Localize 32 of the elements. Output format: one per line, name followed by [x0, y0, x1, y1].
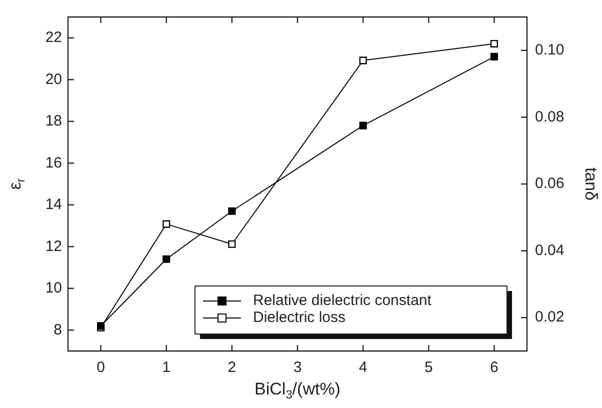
y-tick-label: 10: [45, 280, 62, 297]
y-tick-label: 14: [45, 196, 62, 214]
y-tick-label: 18: [45, 112, 62, 130]
point: [490, 52, 498, 60]
point: [228, 240, 236, 248]
y2-tick-label: 0.10: [535, 42, 564, 59]
legend-label: Relative dielectric constant: [253, 292, 432, 310]
y2-tick-label: 0.06: [535, 175, 564, 192]
x-tick-label: 2: [228, 359, 236, 376]
y2-tick-label: 0.02: [535, 308, 564, 326]
point: [359, 122, 367, 130]
x-tick-label: 6: [490, 359, 498, 376]
point: [162, 255, 170, 263]
y-axis-title: εr: [6, 178, 28, 190]
y2-tick-label: 0.08: [535, 108, 564, 126]
x-tick-label: 5: [424, 359, 433, 376]
y2-tick-label: 0.04: [535, 242, 564, 259]
x-tick-label: 0: [96, 359, 105, 376]
point: [359, 56, 367, 64]
point: [490, 40, 498, 48]
point: [162, 220, 170, 228]
y-tick-label: 8: [54, 321, 62, 338]
y-tick-label: 20: [45, 70, 62, 88]
x-tick-label: 1: [162, 359, 171, 376]
x-tick-label: 4: [358, 359, 368, 376]
point: [228, 207, 236, 215]
x-tick-label: 3: [293, 359, 302, 376]
y-tick-label: 16: [45, 154, 62, 172]
legend-label: Dielectric loss: [253, 309, 346, 326]
y-tick-label: 22: [45, 29, 62, 46]
y2-axis-title: tanδ: [581, 167, 600, 201]
y-tick-label: 12: [45, 238, 62, 255]
